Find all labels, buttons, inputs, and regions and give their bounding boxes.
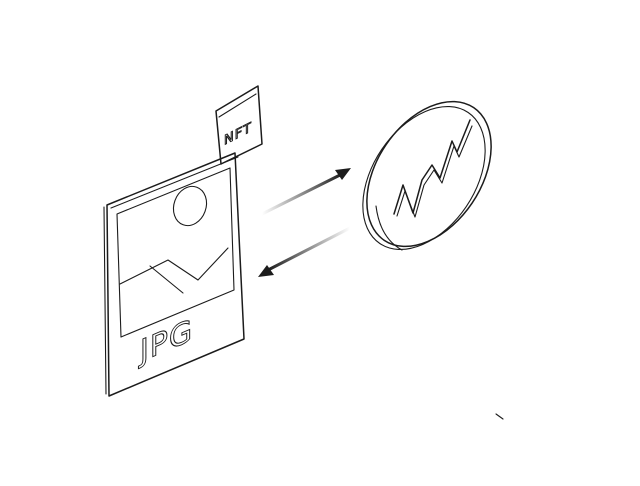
nft-badge: NFT bbox=[215, 85, 263, 165]
chart-zigzag-icon bbox=[393, 119, 473, 218]
bidirectional-arrows-icon bbox=[258, 168, 352, 277]
arrow-right-head bbox=[335, 168, 351, 180]
file-type-label: JPG bbox=[138, 313, 193, 371]
arrow-left-head bbox=[258, 265, 274, 277]
jpg-file-card: JPG NFT bbox=[103, 85, 263, 397]
nft-badge-label: NFT bbox=[224, 120, 252, 149]
landscape-photo-icon bbox=[119, 185, 229, 294]
stray-mark bbox=[495, 413, 504, 420]
crypto-coin bbox=[362, 100, 492, 251]
